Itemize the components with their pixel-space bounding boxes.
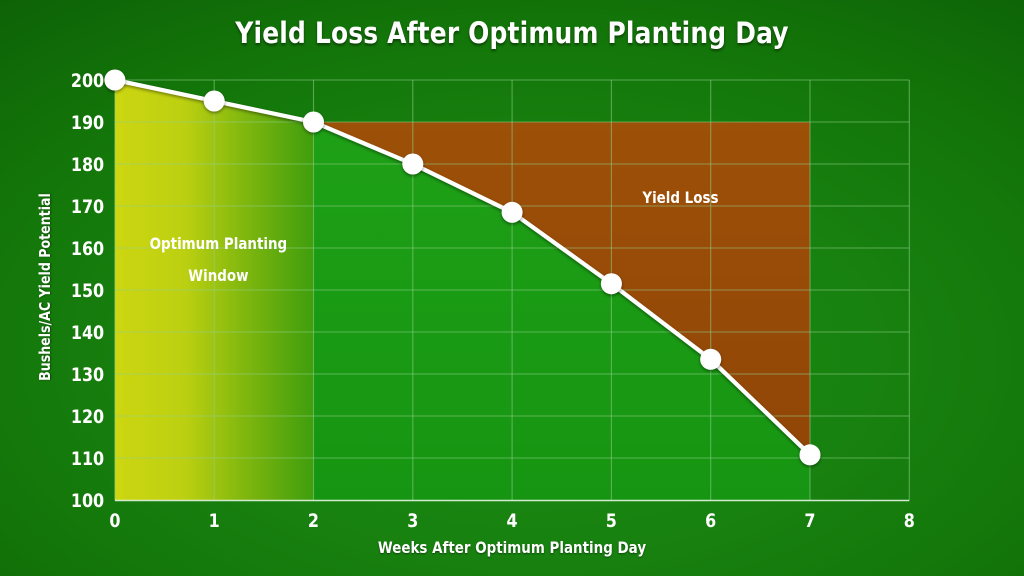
page-title: Yield Loss After Optimum Planting Day [235, 16, 789, 50]
yield-loss-text: Yield Loss [641, 189, 718, 207]
y-tick-label: 140 [71, 323, 104, 345]
x-tick-label: 3 [407, 511, 418, 533]
y-tick-label: 110 [71, 449, 104, 471]
y-tick-label: 200 [71, 71, 104, 93]
area-under-curve [313, 122, 810, 500]
x-axis-tick-labels: 0 1 2 3 4 5 6 7 8 [109, 511, 914, 533]
x-tick-label: 4 [507, 511, 518, 533]
x-tick-label: 2 [308, 511, 319, 533]
y-tick-label: 160 [71, 239, 104, 261]
yield-potential-line [112, 77, 813, 457]
optimum-window-line2: Window [188, 267, 249, 285]
optimum-planting-window-label: Optimum Planting Window [150, 235, 288, 285]
data-point [700, 348, 722, 370]
optimum-window-line1: Optimum Planting [150, 235, 288, 253]
x-tick-label: 0 [109, 511, 120, 533]
data-point [303, 111, 324, 133]
y-tick-label: 180 [71, 155, 104, 177]
y-tick-label: 190 [71, 113, 104, 135]
y-tick-label: 100 [71, 491, 104, 513]
data-point [501, 201, 523, 223]
y-tick-label: 120 [71, 407, 104, 429]
y-axis-title: Bushels/AC Yield Potential [36, 193, 54, 381]
data-point [203, 90, 225, 112]
y-tick-label: 170 [71, 197, 104, 219]
y-tick-label: 150 [71, 281, 104, 303]
data-point-markers [104, 69, 821, 466]
x-tick-label: 1 [209, 511, 220, 533]
data-point [600, 273, 622, 295]
y-tick-label: 130 [71, 365, 104, 387]
data-point [104, 69, 126, 91]
x-axis-title: Weeks After Optimum Planting Day [377, 538, 647, 557]
data-point [799, 444, 821, 466]
x-tick-label: 7 [804, 511, 815, 533]
yield-loss-region [313, 122, 810, 455]
x-tick-label: 5 [606, 511, 617, 533]
y-axis-tick-labels: 200 190 180 170 160 150 140 130 120 110 … [71, 71, 104, 513]
data-point [402, 153, 424, 175]
yield-loss-label: Yield Loss [641, 189, 718, 207]
x-tick-label: 6 [705, 511, 716, 533]
x-tick-label: 8 [904, 511, 915, 533]
